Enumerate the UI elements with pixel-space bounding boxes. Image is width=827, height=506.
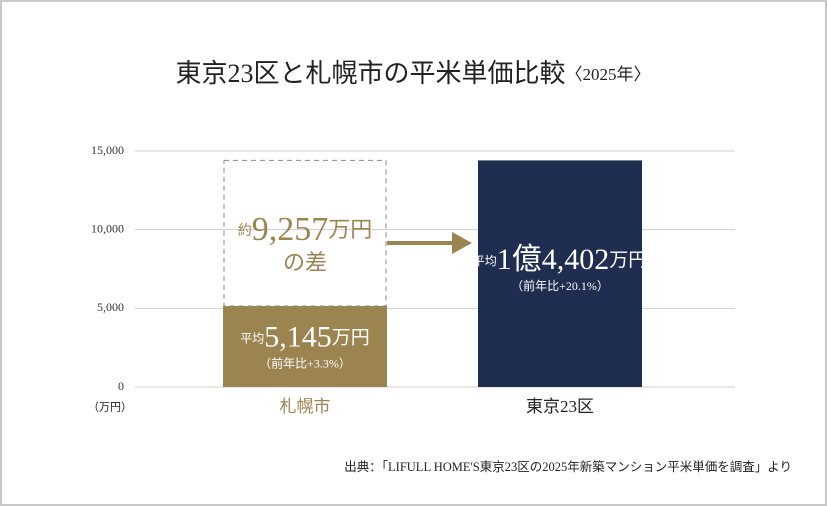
value-prefix: 平均 — [473, 254, 497, 268]
source: 出典：「LIFULL HOME'S東京23区の2025年新築マンション平米単価を… — [344, 459, 792, 474]
y-tick-label: 5,000 — [97, 300, 124, 314]
title-year: 〈2025年〉 — [566, 65, 651, 84]
difference-number: 9,257 — [252, 211, 329, 248]
arrow-head — [452, 232, 472, 254]
change-label: （前年比+20.1%） — [511, 278, 609, 293]
difference-label: 約9,257万円 — [238, 211, 373, 248]
y-tick-label: 10,000 — [91, 221, 124, 235]
difference-box — [223, 159, 387, 307]
x-tick-label: 札幌市 — [280, 397, 331, 416]
value-unit: 万円 — [609, 250, 647, 271]
difference-unit: 万円 — [328, 217, 372, 242]
value-label: 平均1億4,402万円 — [473, 243, 648, 276]
value-unit: 万円 — [332, 328, 370, 349]
difference-prefix: 約 — [238, 223, 252, 239]
bar — [478, 160, 642, 387]
y-tick-label: 15,000 — [91, 143, 124, 157]
bar — [223, 306, 387, 387]
x-tick-label: 東京23区 — [526, 397, 594, 416]
value-number: 5,145 — [264, 320, 332, 353]
y-tick-label: 0 — [118, 379, 124, 393]
value-label: 平均5,145万円 — [240, 320, 370, 353]
title-main: 東京23区と札幌市の平米単価比較 — [175, 59, 565, 88]
chart-title: 東京23区と札幌市の平米単価比較〈2025年〉 — [175, 59, 650, 88]
y-unit: （万円） — [88, 401, 132, 414]
value-prefix: 平均 — [240, 331, 264, 345]
difference-suffix: の差 — [283, 250, 327, 275]
change-label: （前年比+3.3%） — [259, 355, 351, 370]
value-number: 1億4,402 — [497, 243, 610, 276]
